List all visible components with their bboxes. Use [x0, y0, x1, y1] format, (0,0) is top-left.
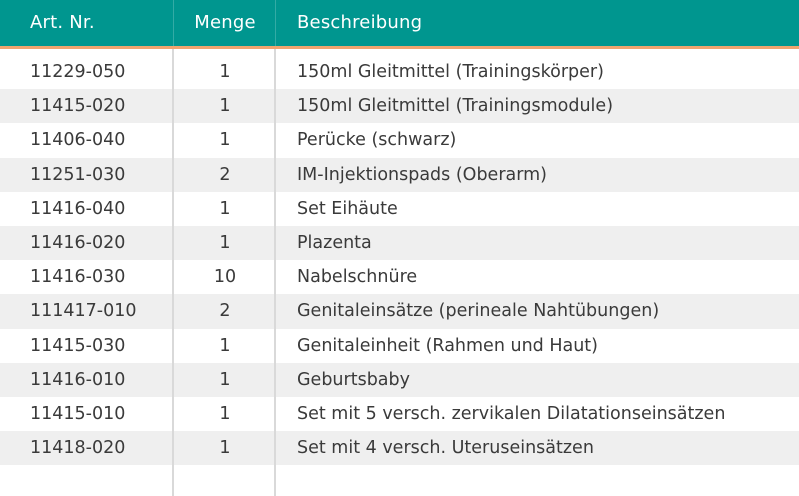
- table-row: 11416-030 10 Nabelschnüre: [0, 260, 799, 294]
- cell-art-nr: 111417-010: [30, 301, 137, 322]
- table-row: 11416-010 1 Geburtsbaby: [0, 362, 799, 397]
- header-beschreibung: Beschreibung: [297, 12, 423, 33]
- cell-beschreibung: Genitaleinheit (Rahmen und Haut): [297, 335, 598, 356]
- cell-beschreibung: Perücke (schwarz): [297, 130, 457, 151]
- table-row: 111417-010 2 Genitaleinsätze (perineale …: [0, 294, 799, 329]
- table-header: Art. Nr. Menge Beschreibung: [0, 0, 799, 49]
- table-row: 11415-010 1 Set mit 5 versch. zervikalen…: [0, 397, 799, 431]
- cell-beschreibung: Set mit 4 versch. Uteruseinsätzen: [297, 438, 594, 459]
- cell-menge: 1: [219, 335, 231, 356]
- cell-menge: 2: [219, 164, 231, 185]
- cell-art-nr: 11406-040: [30, 130, 126, 151]
- cell-art-nr: 11251-030: [30, 164, 126, 185]
- cell-menge: 1: [219, 369, 231, 390]
- cell-menge: 10: [213, 267, 237, 288]
- cell-art-nr: 11418-020: [30, 438, 126, 459]
- cell-art-nr: 11415-010: [30, 403, 126, 424]
- cell-beschreibung: 150ml Gleitmittel (Trainingskörper): [297, 62, 604, 82]
- table-row: 11415-030 1 Genitaleinheit (Rahmen und H…: [0, 329, 799, 363]
- header-divider: [173, 0, 174, 46]
- cell-art-nr: 11416-020: [30, 232, 126, 253]
- cell-art-nr: 11415-020: [30, 96, 126, 117]
- table-row: 11406-040 1 Perücke (schwarz): [0, 123, 799, 157]
- cell-menge: 2: [219, 301, 231, 322]
- cell-menge: 1: [219, 96, 231, 117]
- cell-beschreibung: Nabelschnüre: [297, 267, 418, 288]
- cell-art-nr: 11229-050: [30, 62, 126, 82]
- header-art-nr: Art. Nr.: [30, 12, 95, 33]
- cell-beschreibung: Set mit 5 versch. zervikalen Dilatations…: [297, 403, 726, 424]
- table-row: 11416-020 1 Plazenta: [0, 225, 799, 261]
- cell-menge: 1: [219, 198, 231, 219]
- table-row: 11416-040 1 Set Eihäute: [0, 192, 799, 226]
- cell-beschreibung: IM-Injektionspads (Oberarm): [297, 164, 548, 185]
- cell-menge: 1: [219, 438, 231, 459]
- cell-menge: 1: [219, 62, 231, 82]
- cell-beschreibung: Geburtsbaby: [297, 369, 410, 390]
- column-divider: [274, 49, 276, 496]
- cell-menge: 1: [219, 232, 231, 253]
- table-row: 11415-020 1 150ml Gleitmittel (Trainings…: [0, 89, 799, 124]
- cell-menge: 1: [219, 130, 231, 151]
- table-body: 11229-050 1 150ml Gleitmittel (Trainings…: [0, 55, 799, 466]
- cell-menge: 1: [219, 403, 231, 424]
- cell-art-nr: 11416-010: [30, 369, 126, 390]
- cell-beschreibung: Plazenta: [297, 232, 372, 253]
- header-divider: [275, 0, 276, 46]
- cell-beschreibung: 150ml Gleitmittel (Trainingsmodule): [297, 96, 614, 117]
- table-row: 11229-050 1 150ml Gleitmittel (Trainings…: [0, 55, 799, 89]
- cell-art-nr: 11415-030: [30, 335, 126, 356]
- header-menge: Menge: [194, 12, 256, 33]
- column-divider: [172, 49, 174, 496]
- cell-beschreibung: Genitaleinsätze (perineale Nahtübungen): [297, 301, 660, 322]
- cell-art-nr: 11416-030: [30, 267, 126, 288]
- table-row: 11418-020 1 Set mit 4 versch. Uteruseins…: [0, 431, 799, 466]
- cell-art-nr: 11416-040: [30, 198, 126, 219]
- table-row: 11251-030 2 IM-Injektionspads (Oberarm): [0, 157, 799, 192]
- cell-beschreibung: Set Eihäute: [297, 198, 398, 219]
